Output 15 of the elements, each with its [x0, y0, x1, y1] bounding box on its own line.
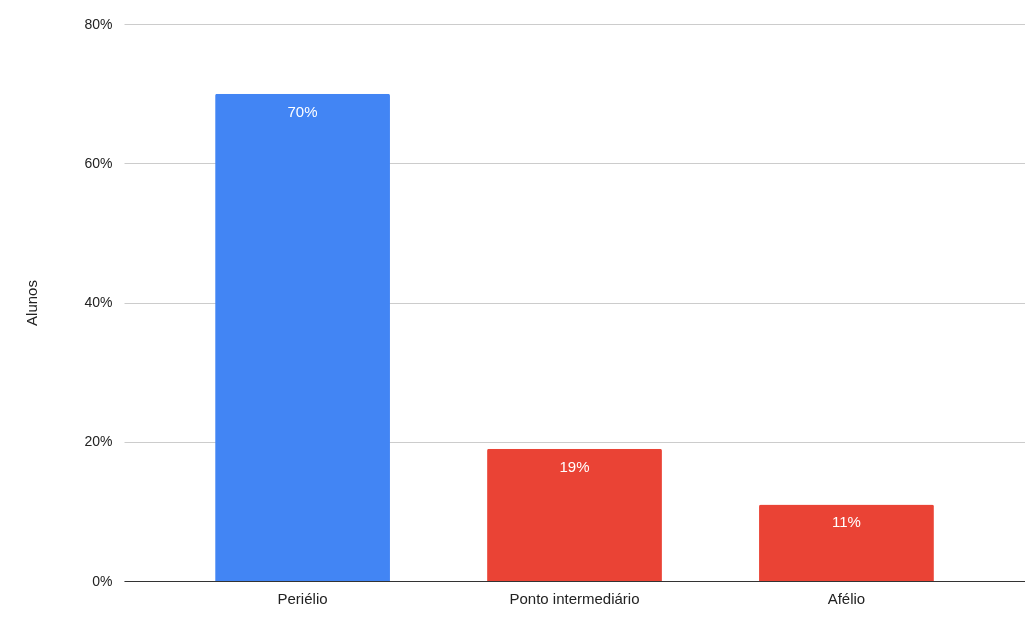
- x-tick-label: Ponto intermediário: [509, 589, 640, 607]
- x-tick-label: Afélio: [827, 589, 866, 607]
- data-label: 11%: [832, 513, 861, 531]
- y-tick-label: 0%: [92, 572, 113, 589]
- y-tick-label: 80%: [84, 15, 113, 32]
- y-tick-label: 60%: [84, 154, 113, 171]
- bar: [487, 448, 662, 581]
- y-axis-title: Alunos: [23, 280, 41, 326]
- bar: [759, 504, 934, 581]
- data-label: 19%: [559, 457, 590, 475]
- x-tick-label: Periélio: [277, 589, 328, 607]
- y-tick-label: 40%: [84, 294, 113, 310]
- data-label: 70%: [287, 102, 318, 120]
- bar: [215, 93, 390, 581]
- y-tick-label: 20%: [84, 433, 113, 450]
